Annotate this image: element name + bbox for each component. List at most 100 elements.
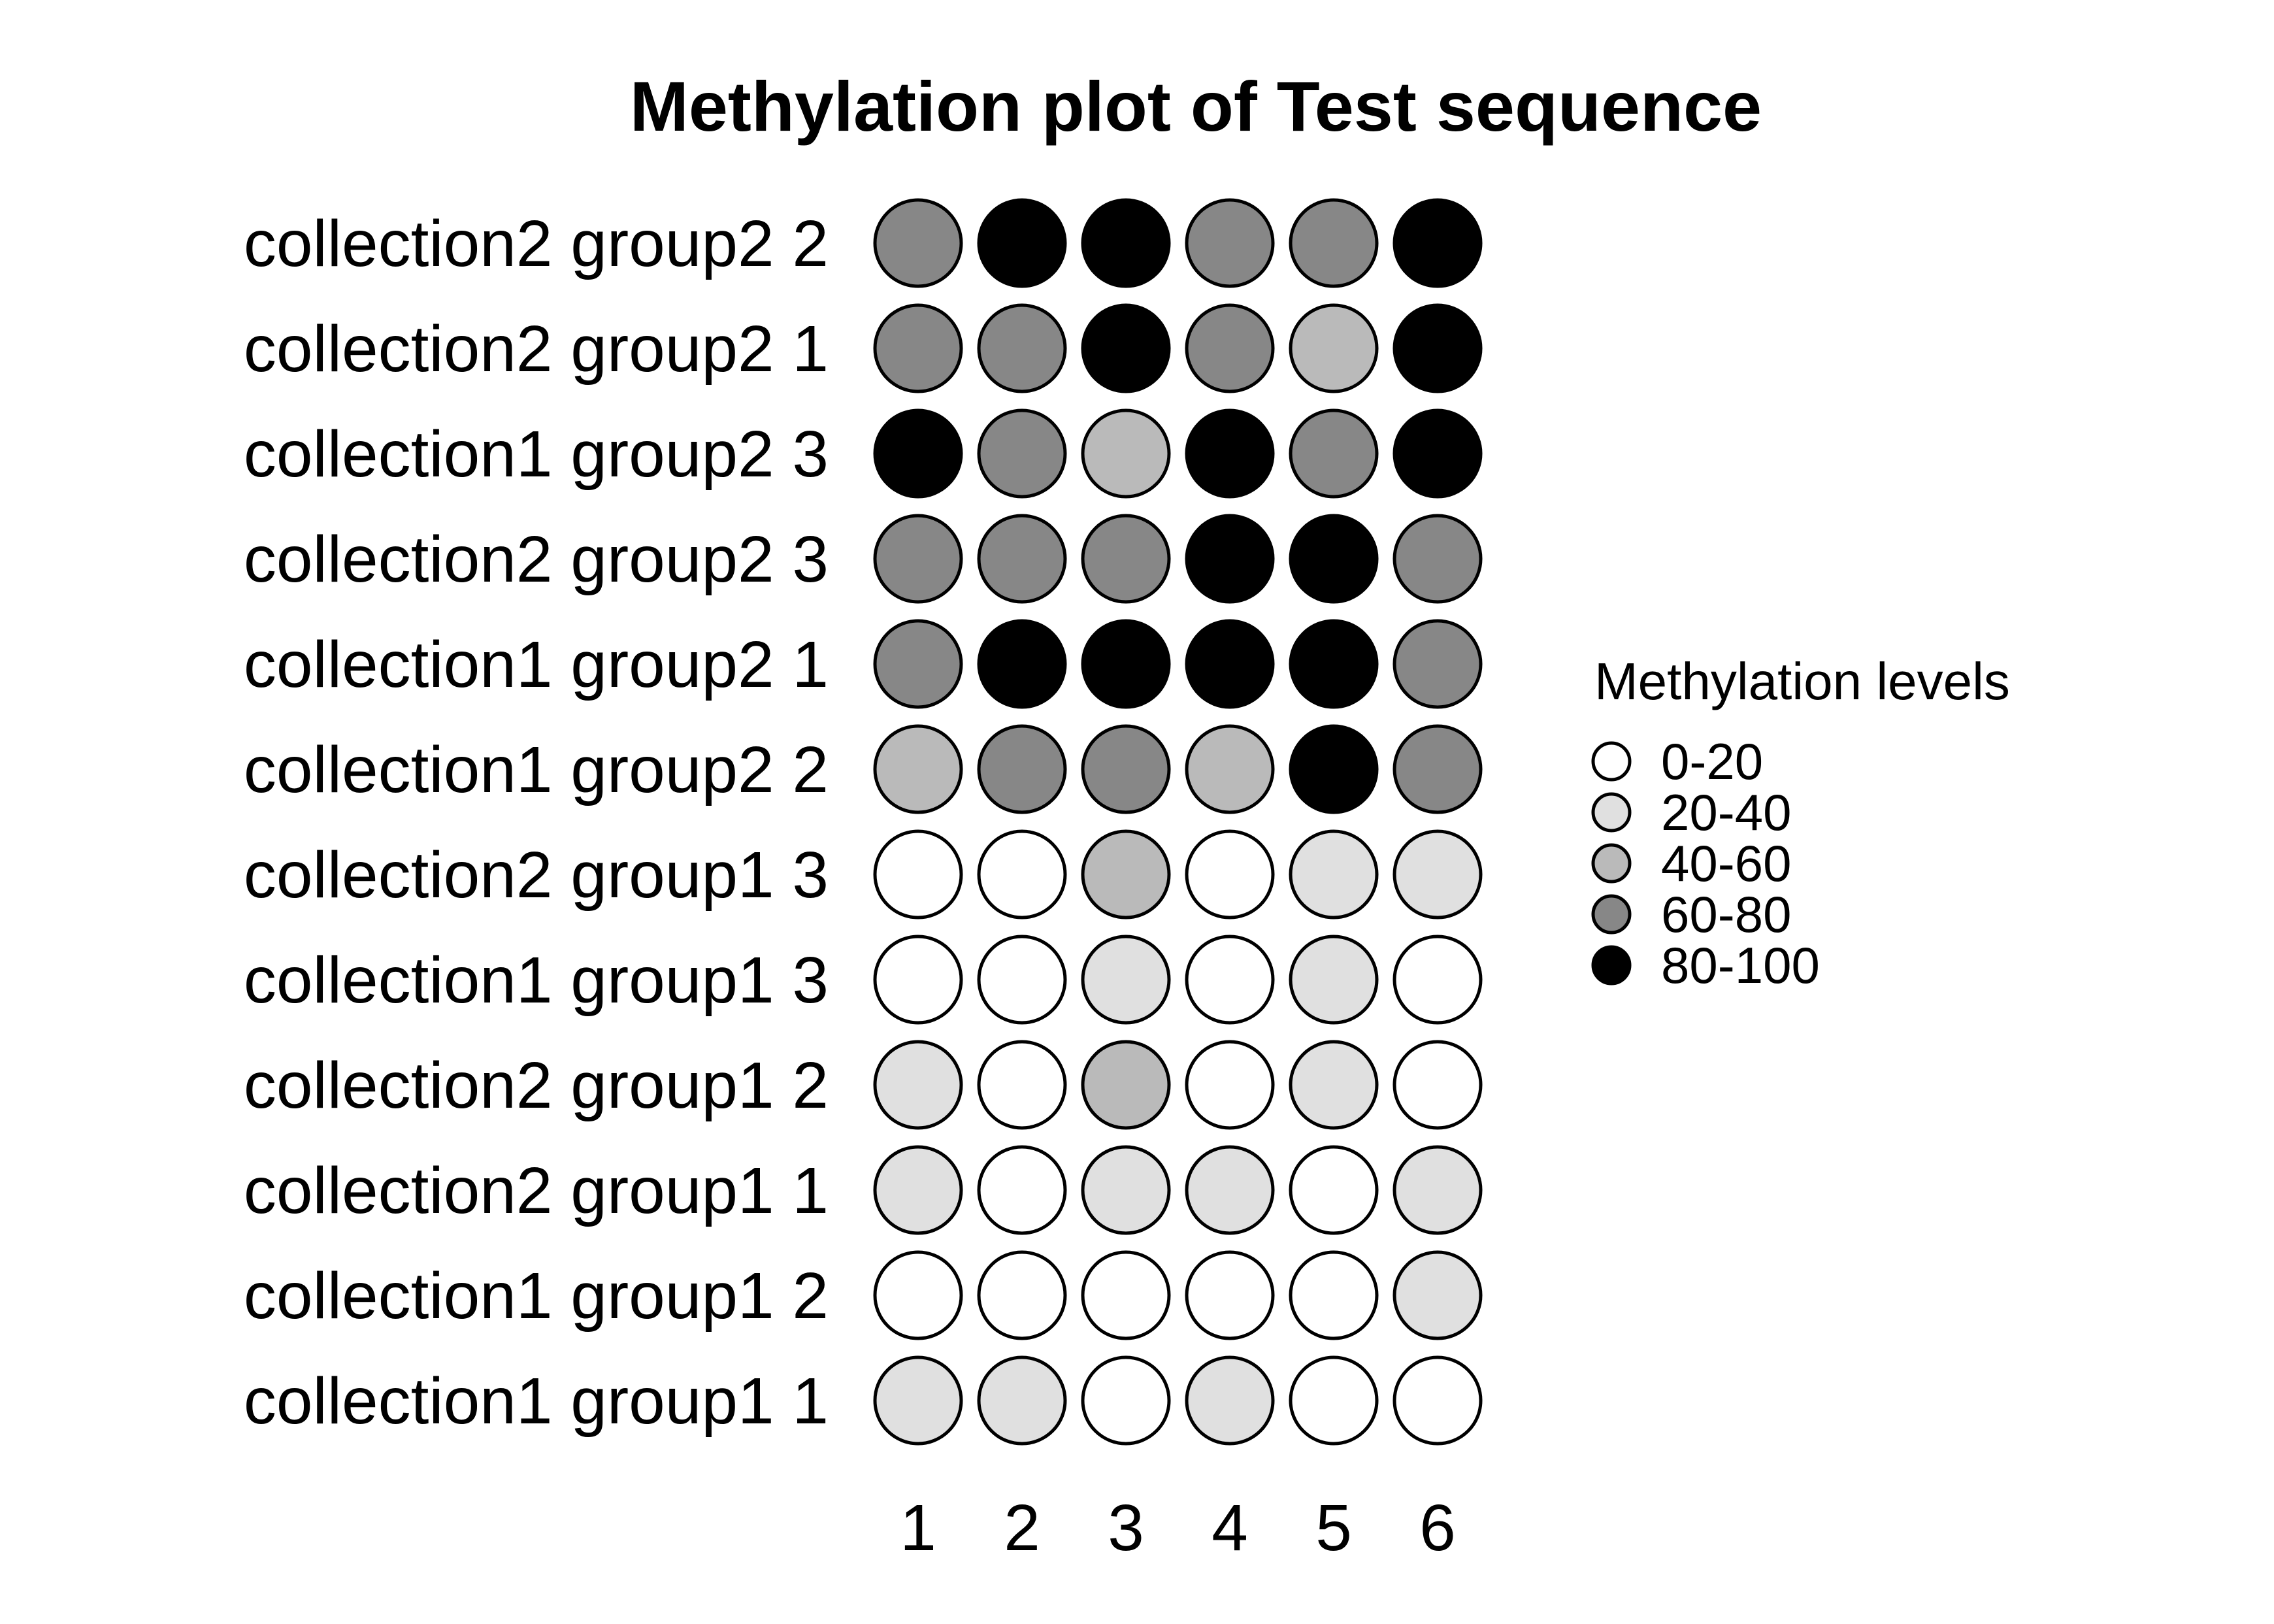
row-label: collection2 group1 2 [244,1049,829,1122]
methylation-dot [1392,514,1483,604]
methylation-dot [977,1040,1067,1130]
methylation-dot [1392,1250,1483,1340]
methylation-dot [1392,1040,1483,1130]
methylation-dot [977,724,1067,814]
methylation-dot [1289,303,1379,393]
methylation-dot [873,935,963,1025]
methylation-dot [1289,724,1379,814]
legend-swatch [1591,945,1632,986]
legend: Methylation levels 0-2020-4040-6060-8080… [1591,652,2010,994]
methylation-dots [873,198,1483,1446]
methylation-dot [1081,1250,1171,1340]
row-label: collection1 group2 2 [244,733,829,806]
methylation-dot [1392,408,1483,499]
methylation-dot [1289,1145,1379,1235]
legend-label: 60-80 [1661,886,1792,943]
legend-swatch [1591,741,1632,782]
methylation-dot [977,1355,1067,1446]
methylation-dot [977,408,1067,499]
methylation-dot [977,1145,1067,1235]
legend-title: Methylation levels [1594,652,2010,710]
methylation-dot [1392,619,1483,709]
methylation-dot [977,619,1067,709]
methylation-dot [1081,1355,1171,1446]
legend-label: 20-40 [1661,784,1792,841]
legend-swatch [1591,894,1632,935]
methylation-dot [1081,303,1171,393]
methylation-dot [977,829,1067,920]
row-label: collection1 group2 1 [244,628,829,701]
methylation-dot [977,514,1067,604]
legend-swatch [1591,843,1632,884]
methylation-dot [977,1250,1067,1340]
row-label: collection2 group2 2 [244,207,829,280]
methylation-dot [873,198,963,288]
methylation-dot [1289,514,1379,604]
methylation-dot [1081,514,1171,604]
methylation-dot [1185,935,1275,1025]
methylation-dot [873,1145,963,1235]
methylation-dot [977,935,1067,1025]
methylation-dot [873,1355,963,1446]
methylation-dot [1081,1040,1171,1130]
row-label: collection2 group2 1 [244,312,829,386]
methylation-dot [873,1250,963,1340]
methylation-dot [1185,1040,1275,1130]
legend-label: 40-60 [1661,835,1792,892]
methylation-dot [1392,829,1483,920]
methylation-dot [1081,829,1171,920]
methylation-dot [1392,935,1483,1025]
methylation-dot [873,829,963,920]
methylation-dot [1392,1355,1483,1446]
methylation-dot [1392,1145,1483,1235]
methylation-dot [1081,619,1171,709]
methylation-dot [1081,724,1171,814]
methylation-dot [1081,198,1171,288]
methylation-dot [977,303,1067,393]
methylation-dot [1289,1250,1379,1340]
row-label: collection1 group2 3 [244,418,829,491]
methylation-dot [1289,1040,1379,1130]
column-label: 5 [1315,1491,1352,1565]
methylation-dot [1185,1145,1275,1235]
methylation-dot [873,619,963,709]
row-label: collection2 group2 3 [244,523,829,596]
row-label: collection2 group1 1 [244,1154,829,1227]
row-labels: collection2 group2 2 collection2 group2 1… [244,207,829,1438]
methylation-dot [1081,408,1171,499]
column-label: 4 [1211,1491,1248,1565]
methylation-dot [1081,1145,1171,1235]
methylation-dot [1392,303,1483,393]
methylation-dot [1185,724,1275,814]
legend-label: 0-20 [1661,733,1763,790]
methylation-dot [1392,198,1483,288]
methylation-dot [1289,408,1379,499]
row-label: collection2 group1 3 [244,838,829,912]
column-label: 3 [1108,1491,1144,1565]
methylation-dot [1185,408,1275,499]
column-label: 6 [1419,1491,1456,1565]
methylation-dot [873,724,963,814]
column-label: 2 [1004,1491,1040,1565]
methylation-dot [1185,198,1275,288]
row-label: collection1 group1 3 [244,944,829,1017]
methylation-dot [1289,198,1379,288]
legend-swatch [1591,792,1632,833]
methylation-dot [1185,514,1275,604]
methylation-dot [977,198,1067,288]
methylation-dot [1392,724,1483,814]
methylation-dot [1185,303,1275,393]
methylation-dot [873,303,963,393]
chart-title: Methylation plot of Test sequence [630,67,1762,146]
methylation-dot [1289,1355,1379,1446]
legend-label: 80-100 [1661,936,1820,994]
methylation-dot [1081,935,1171,1025]
methylation-dot [873,1040,963,1130]
methylation-dot [1289,935,1379,1025]
column-label: 1 [900,1491,936,1565]
row-label: collection1 group1 1 [244,1365,829,1438]
methylation-dot [1185,1250,1275,1340]
